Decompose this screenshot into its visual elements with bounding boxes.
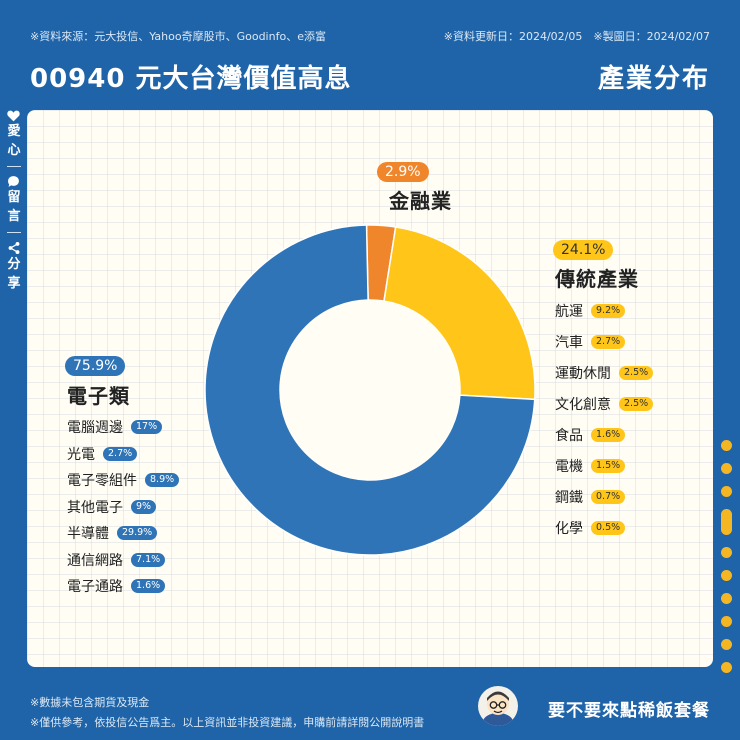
page-dot[interactable] xyxy=(721,486,732,497)
breakdown-item-pct: 7.1% xyxy=(131,552,166,567)
date-note: ※資料更新日：2024/02/05 ※製圖日：2024/02/07 xyxy=(443,30,710,43)
breakdown-item-pct: 0.7% xyxy=(591,490,626,504)
breakdown-item: 航運 9.2% xyxy=(555,301,626,321)
breakdown-item-name: 電子零組件 xyxy=(67,473,137,489)
breakdown-item-pct: 17% xyxy=(131,420,163,434)
comment-label-1: 留 xyxy=(7,190,21,205)
breakdown-item-pct: 0.5% xyxy=(591,521,626,535)
like-action[interactable]: 愛 心 xyxy=(7,110,21,160)
breakdown-item: 化學 0.5% xyxy=(555,518,626,538)
share-icon xyxy=(8,241,20,255)
breakdown-item-name: 半導體 xyxy=(67,526,109,542)
breakdown-item-pct: 8.9% xyxy=(145,473,180,487)
share-action[interactable]: 分 享 xyxy=(7,241,21,293)
side-divider xyxy=(7,232,21,233)
donut-hole xyxy=(280,300,460,480)
breakdown-item-name: 光電 xyxy=(67,446,95,463)
heart-icon xyxy=(7,110,21,122)
breakdown-item: 食品 1.6% xyxy=(555,425,626,445)
breakdown-item-name: 電子通路 xyxy=(67,579,123,595)
traditional-title: 傳統產業 xyxy=(555,267,639,291)
breakdown-item: 電子通路 1.6% xyxy=(67,576,166,596)
breakdown-item-pct: 1.6% xyxy=(131,579,166,593)
source-note: ※資料來源：元大投信、Yahoo奇摩股市、Goodinfo、e添富 xyxy=(30,30,326,43)
finance-pct-badge: 2.9% xyxy=(377,162,429,182)
comment-action[interactable]: 留 言 xyxy=(7,175,21,226)
like-label-1: 愛 xyxy=(7,124,21,139)
breakdown-item: 其他電子 9% xyxy=(67,497,157,517)
breakdown-item-name: 航運 xyxy=(555,304,583,320)
breakdown-item-pct: 2.5% xyxy=(619,366,654,380)
chart-panel: 2.9% 金融業 24.1% 傳統產業 航運 9.2% 汽車 2.7% 運動休閒 2.5%… xyxy=(27,110,713,667)
page-dot[interactable] xyxy=(721,440,732,451)
breakdown-item-name: 汽車 xyxy=(555,335,583,351)
donut-chart xyxy=(204,224,536,556)
breakdown-item-name: 食品 xyxy=(555,428,583,444)
comment-icon xyxy=(8,176,20,187)
finance-title: 金融業 xyxy=(389,189,452,213)
comment-label-2: 言 xyxy=(7,209,21,224)
like-label-2: 心 xyxy=(7,143,21,158)
breakdown-item-pct: 1.5% xyxy=(591,459,626,473)
breakdown-item-name: 化學 xyxy=(555,521,583,537)
breakdown-item: 汽車 2.7% xyxy=(555,332,626,352)
page-title: 00940 元大台灣價值高息 xyxy=(30,64,352,94)
pagination-dots xyxy=(721,440,732,685)
breakdown-item-name: 鋼鐵 xyxy=(555,490,583,506)
page-dot[interactable] xyxy=(721,639,732,650)
breakdown-item: 文化創意 2.5% xyxy=(555,394,654,414)
breakdown-item: 半導體 29.9% xyxy=(67,523,158,543)
breakdown-item: 光電 2.7% xyxy=(67,444,138,464)
breakdown-item: 電腦週邊 17% xyxy=(67,417,163,437)
breakdown-item-pct: 9.2% xyxy=(591,304,626,318)
breakdown-item-pct: 2.5% xyxy=(619,397,654,411)
electronics-pct-badge: 75.9% xyxy=(65,356,126,376)
footnote-exclusion: ※數據未包含期貨及現金 xyxy=(30,696,150,709)
side-actions: 愛 心 留 言 分 享 xyxy=(5,110,23,293)
page-dot[interactable] xyxy=(721,593,732,604)
breakdown-item-name: 其他電子 xyxy=(67,499,123,516)
breakdown-item: 鋼鐵 0.7% xyxy=(555,487,626,507)
breakdown-item-name: 運動休閒 xyxy=(555,366,611,382)
breakdown-item: 通信網路 7.1% xyxy=(67,550,166,570)
breakdown-item-name: 電腦週邊 xyxy=(67,420,123,436)
breakdown-item-pct: 9% xyxy=(131,499,157,514)
breakdown-item-pct: 29.9% xyxy=(117,526,158,540)
breakdown-item-pct: 1.6% xyxy=(591,428,626,442)
breakdown-item-name: 文化創意 xyxy=(555,397,611,413)
breakdown-item-name: 通信網路 xyxy=(67,552,123,569)
page-dot[interactable] xyxy=(721,547,732,558)
electronics-title: 電子類 xyxy=(67,384,130,408)
page-dot-active[interactable] xyxy=(721,509,732,535)
side-divider xyxy=(7,166,21,167)
breakdown-item: 電機 1.5% xyxy=(555,456,626,476)
page-dot[interactable] xyxy=(721,570,732,581)
page-dot[interactable] xyxy=(721,463,732,474)
page-dot[interactable] xyxy=(721,662,732,673)
traditional-pct-badge: 24.1% xyxy=(553,240,614,260)
breakdown-item: 運動休閒 2.5% xyxy=(555,363,654,383)
breakdown-item-name: 電機 xyxy=(555,459,583,475)
breakdown-item-pct: 2.7% xyxy=(103,446,138,461)
share-label-1: 分 xyxy=(7,257,21,272)
footnote-disclaimer: ※僅供參考，依投信公告爲主。以上資訊並非投資建議，申購前請詳閱公開說明書 xyxy=(30,716,425,729)
page-dot[interactable] xyxy=(721,616,732,627)
share-label-2: 享 xyxy=(7,276,21,291)
brand-avatar xyxy=(478,686,518,726)
page-subtitle: 產業分布 xyxy=(597,64,710,94)
breakdown-item-pct: 2.7% xyxy=(591,335,626,349)
breakdown-item: 電子零組件 8.9% xyxy=(67,470,180,490)
brand-name: 要不要來點稀飯套餐 xyxy=(548,701,710,721)
